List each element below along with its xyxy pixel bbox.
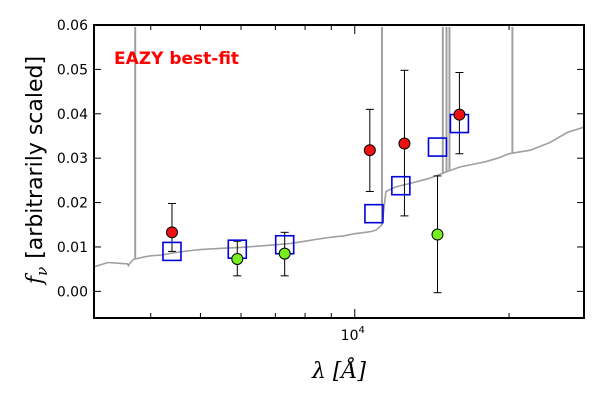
y-tick-label-1: 0.01 <box>57 240 88 256</box>
y-axis-subscript: ν <box>33 267 51 276</box>
plot-area <box>94 27 584 294</box>
annotation-label: EAZY best-fit <box>114 49 239 69</box>
y-tick-label-0: 0.00 <box>57 284 88 300</box>
green-point-0 <box>231 252 244 265</box>
model-box-3 <box>364 203 384 224</box>
y-tick-label-3: 0.03 <box>57 151 88 167</box>
model-box-0 <box>162 241 182 262</box>
green-point-1 <box>278 247 291 260</box>
x-tick-label-base-0: 10 <box>341 328 359 344</box>
red-point-3 <box>453 108 466 121</box>
model-box-5 <box>427 137 448 157</box>
plot-layer <box>94 27 584 294</box>
red-point-2 <box>398 137 411 150</box>
y-tick-label-6: 0.06 <box>57 18 88 34</box>
template-spectrum-line <box>94 126 584 268</box>
y-tick-label-4: 0.04 <box>57 107 88 123</box>
y-tick-label-5: 0.05 <box>57 62 88 78</box>
x-axis-label: λ [Å] <box>311 356 366 384</box>
red-point-1 <box>363 144 376 157</box>
green-point-2 <box>431 228 444 241</box>
model-box-4 <box>391 175 411 196</box>
axis-layer: 0.00 0.01 0.02 0.03 0.04 0.05 0.06 104 <box>57 18 585 344</box>
x-tick-label-0: 104 <box>341 325 365 344</box>
red-point-0 <box>165 226 178 239</box>
y-axis-text: [arbitrarily scaled] <box>23 56 48 259</box>
y-tick-label-2: 0.02 <box>57 196 88 212</box>
plot-frame <box>93 24 585 319</box>
x-tick-label-exponent-0: 4 <box>358 325 364 336</box>
y-axis-label: fν[arbitrarily scaled] <box>23 56 51 286</box>
